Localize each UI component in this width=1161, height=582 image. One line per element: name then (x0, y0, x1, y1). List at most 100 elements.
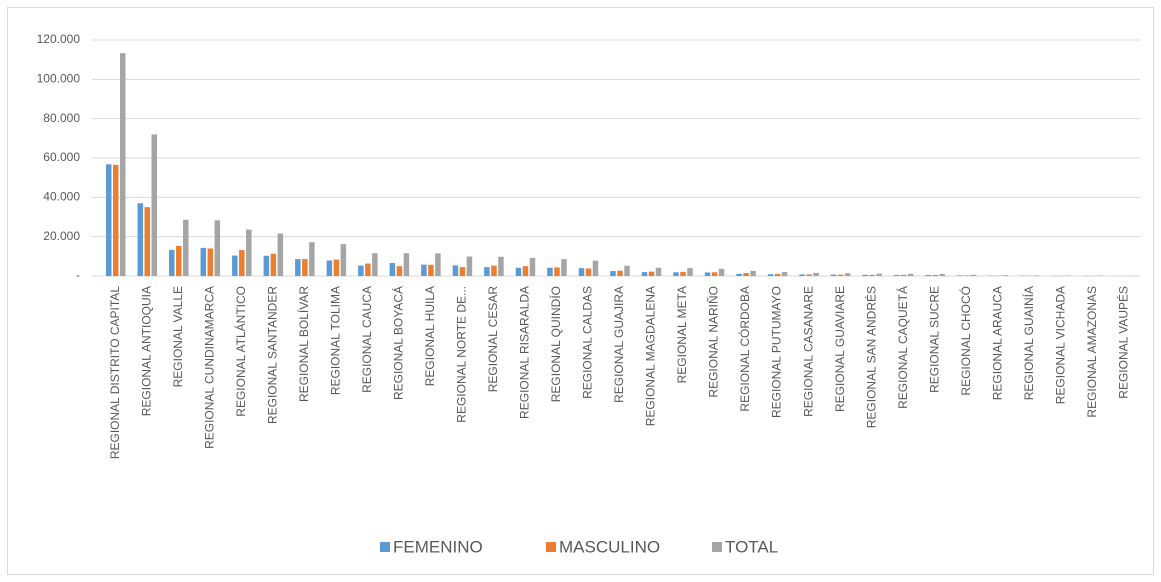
bar (837, 274, 844, 276)
legend-swatch (712, 542, 722, 552)
legend-label: TOTAL (725, 537, 778, 556)
y-tick-label: 60.000 (43, 150, 80, 164)
bar (830, 274, 837, 276)
bar (151, 134, 158, 276)
bar (169, 249, 175, 276)
chart-frame (7, 7, 1154, 575)
bar (340, 244, 347, 276)
bar (680, 271, 686, 276)
bar (106, 164, 112, 276)
bar (813, 272, 819, 276)
bar (641, 272, 648, 276)
bar (900, 274, 907, 276)
bar (869, 274, 875, 276)
bar (767, 274, 774, 276)
x-tick-label: REGIONAL BOYACÁ (391, 286, 406, 400)
legend-swatch (380, 542, 390, 552)
bar (396, 266, 403, 276)
x-tick-label: REGIONAL META (675, 286, 689, 383)
bar (183, 219, 189, 276)
bar (372, 253, 378, 276)
x-tick-label: REGIONAL DISTRITO CAPITAL (108, 286, 122, 459)
bar (435, 253, 441, 276)
bar (963, 275, 970, 276)
bar (624, 265, 630, 276)
bar (232, 255, 238, 276)
bar (806, 274, 812, 276)
bar (932, 275, 938, 276)
bar (326, 260, 333, 276)
y-tick-label: 20.000 (43, 229, 80, 243)
bar (466, 256, 473, 276)
bar (907, 273, 914, 276)
bar (144, 207, 151, 276)
bar (743, 273, 749, 276)
x-tick-label: REGIONAL VAUPÉS (1115, 286, 1130, 399)
x-tick-label: REGIONAL SUCRE (927, 286, 941, 393)
y-tick-label: - (76, 268, 80, 282)
x-tick-label: REGIONAL QUINDÍO (548, 286, 563, 402)
bar (207, 248, 214, 276)
bar (1033, 275, 1040, 276)
bar (459, 267, 466, 276)
x-tick-label: REGIONAL CÓRDOBA (737, 286, 752, 412)
bar (862, 274, 868, 276)
x-tick-label: REGIONAL CAQUETÁ (895, 286, 910, 409)
x-tick-label: REGIONAL ANTIOQUIA (139, 286, 153, 416)
bar (113, 164, 119, 276)
bar (365, 263, 371, 276)
legend-label: FEMENINO (393, 537, 483, 556)
bar (561, 259, 567, 276)
bar (428, 264, 434, 276)
x-tick-label: REGIONAL RISARALDA (518, 286, 532, 419)
bar (333, 259, 340, 276)
bar (844, 273, 851, 276)
bar (578, 268, 585, 276)
bar (893, 275, 900, 276)
bar (956, 275, 963, 276)
bar (655, 267, 662, 276)
bar (239, 250, 245, 276)
bar (200, 247, 207, 276)
y-tick-label: 100.000 (37, 72, 81, 86)
bar (498, 256, 504, 276)
x-tick-label: REGIONAL TOLIMA (329, 286, 343, 395)
bar (484, 267, 490, 276)
bar (403, 253, 410, 276)
bar (610, 271, 616, 276)
x-tick-label: REGIONAL CAUCA (360, 286, 374, 393)
x-tick-label: REGIONAL SAN ANDRÉS (863, 286, 878, 428)
x-tick-label: REGIONAL MAGDALENA (644, 286, 658, 426)
x-tick-label: REGIONAL ATLÁNTICO (233, 286, 248, 417)
bar (1002, 275, 1008, 276)
y-tick-label: 40.000 (43, 190, 80, 204)
bar (547, 267, 553, 276)
legend-label: MASCULINO (559, 537, 660, 556)
bar (925, 275, 931, 276)
bar (529, 257, 536, 276)
bar (648, 271, 655, 276)
x-tick-label: REGIONAL GUAVIARE (833, 286, 847, 412)
bar (617, 270, 623, 276)
x-tick-label: REGIONAL BOLÍVAR (296, 286, 311, 402)
x-tick-label: REGIONAL NARIÑO (707, 286, 721, 398)
y-tick-label: 120.000 (37, 32, 81, 46)
bar (939, 274, 945, 276)
bar (876, 273, 882, 276)
bar (522, 266, 529, 276)
y-tick-label: 80.000 (43, 111, 80, 125)
x-tick-label: REGIONAL AMAZONAS (1085, 286, 1099, 418)
x-tick-label: REGIONAL VALLE (171, 286, 185, 387)
legend-swatch (546, 542, 556, 552)
x-tick-label: REGIONAL PUTUMAYO (770, 286, 784, 418)
x-tick-label: REGIONAL CUNDINAMARCA (202, 286, 216, 449)
bar (309, 242, 315, 276)
bar (736, 273, 742, 276)
bar (750, 270, 756, 276)
bar (687, 268, 693, 276)
bar (673, 272, 679, 276)
x-tick-label: REGIONAL ARAUCA (990, 286, 1004, 400)
bar (774, 273, 781, 276)
x-tick-label: REGIONAL NORTE DE... (455, 286, 469, 423)
